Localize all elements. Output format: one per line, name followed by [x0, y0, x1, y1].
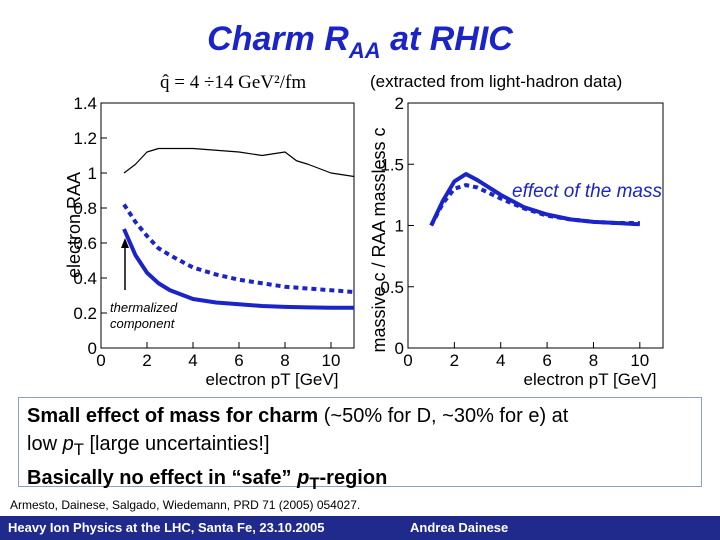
extracted-note: (extracted from light-hadron data) [370, 72, 623, 91]
left-series [122, 147, 355, 310]
left-ytick-label-5: 1 [88, 164, 97, 183]
left-ytick-label-2: 0.4 [73, 269, 97, 288]
left-x-ticks: 0 2 4 6 8 10 [96, 342, 340, 370]
qhat-label: q̂ = 4 ÷14 GeV²/fm [160, 72, 307, 93]
left-xtick-label-4: 8 [280, 351, 289, 370]
left-xtick-label-2: 4 [188, 351, 197, 370]
left-ytick-label-4: 0.8 [73, 199, 97, 218]
right-ytick-label-4: 2 [395, 94, 404, 113]
right-plot-frame [407, 102, 664, 349]
right-xtick-label-4: 8 [589, 351, 598, 370]
left-xtick-label-1: 2 [142, 351, 151, 370]
left-x-axis-label: electron pT [GeV] [206, 370, 339, 389]
left-y-ticks: 0 0.2 0.4 0.6 0.8 1 1.2 1.4 [73, 94, 107, 358]
right-xtick-label-2: 4 [496, 351, 505, 370]
thermalized-label: thermalized component [110, 300, 178, 331]
left-ytick-label-7: 1.4 [73, 94, 97, 113]
right-ytick-label-0: 0 [395, 339, 404, 358]
left-xtick-label-3: 6 [234, 351, 243, 370]
summary-line-1: Small effect of mass for charm (~50% for… [27, 405, 569, 427]
right-y-ticks: 0 0.5 1 1.5 2 [380, 94, 414, 358]
summary-line-2: low pT [large uncertainties!] [27, 433, 270, 459]
page-title: Charm RAA at RHIC [207, 20, 513, 63]
left-ytick-label-0: 0 [88, 339, 97, 358]
right-series [429, 172, 640, 227]
summary-box: Small effect of mass for charm (~50% for… [18, 397, 702, 493]
left-xtick-label-5: 10 [322, 351, 341, 370]
reference: Armesto, Dainese, Salgado, Wiedemann, PR… [10, 498, 361, 512]
right-ytick-label-1: 0.5 [380, 278, 404, 297]
left-xtick-label-0: 0 [96, 351, 105, 370]
right-x-axis-label: electron pT [GeV] [524, 370, 657, 389]
left-y-axis-label: electron RAA [64, 172, 84, 278]
right-xtick-label-0: 0 [403, 351, 412, 370]
footer-bar: Heavy Ion Physics at the LHC, Santa Fe, … [0, 516, 720, 540]
left-series-2-dashed [122, 203, 355, 294]
right-y-axis-label: massive c / RAA massless c [369, 127, 389, 352]
right-xtick-label-5: 10 [630, 351, 649, 370]
right-x-ticks: 0 2 4 6 8 10 [403, 342, 649, 370]
left-series-1-solid [122, 228, 354, 310]
left-ytick-label-6: 1.2 [73, 129, 97, 148]
right-xtick-label-3: 6 [542, 351, 551, 370]
thermalized-arrowhead [121, 238, 129, 248]
right-xtick-label-1: 2 [450, 351, 459, 370]
footer-left: Heavy Ion Physics at the LHC, Santa Fe, … [8, 520, 325, 535]
left-ytick-label-3: 0.6 [73, 234, 97, 253]
footer-right: Andrea Dainese [410, 520, 509, 535]
mass-effect-label: effect of the mass [512, 181, 662, 202]
right-series-1-dashed [429, 183, 640, 227]
left-ytick-label-1: 0.2 [73, 304, 97, 323]
charts-canvas: 00.20.40.60.811.21.4 0 2 4 6 8 10 electron RA… [64, 94, 664, 389]
right-ytick-label-2: 1 [395, 217, 404, 236]
summary-line-3: Basically no effect in “safe” pT-region [27, 467, 388, 493]
left-series-0-thin [123, 147, 355, 178]
right-ytick-label-3: 1.5 [380, 155, 404, 174]
left-plot-frame [100, 102, 355, 349]
